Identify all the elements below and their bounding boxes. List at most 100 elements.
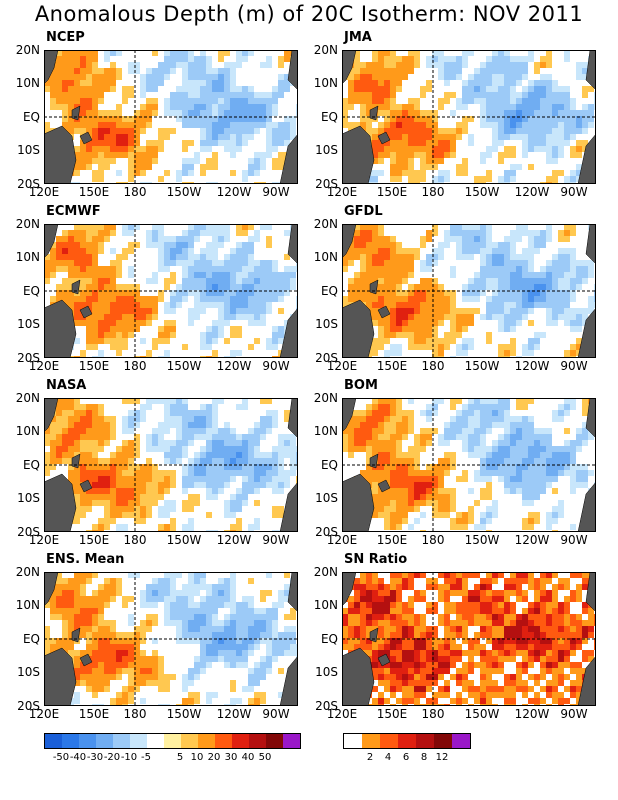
land-mass — [287, 398, 298, 439]
land-mass — [342, 398, 357, 433]
lon-tick-label: 180 — [123, 359, 147, 373]
colorbar-swatch — [249, 734, 266, 748]
isotherm-anomaly-map — [342, 224, 596, 358]
lat-tick-label: 10N — [313, 424, 338, 438]
colorbar-swatch — [283, 734, 300, 748]
map-panel-ecmwf: ECMWF 20N 10N EQ 10S 20S 120E 150E 180 150W 120W 90… — [0, 204, 300, 376]
land-mass — [342, 647, 375, 706]
colorbar-tick-label: -20 — [103, 752, 121, 763]
lat-tick-label: EQ — [22, 110, 40, 124]
lat-tick-label: 10N — [15, 250, 40, 264]
colorbar-swatch — [130, 734, 147, 748]
lat-tick-label: 20S — [315, 177, 338, 191]
colorbar-tick-label: 40 — [241, 752, 255, 763]
colorbar-tick-label: 2 — [366, 752, 374, 763]
lon-tick-label: 120E — [326, 359, 358, 373]
lat-tick-label: 20N — [15, 217, 40, 231]
colorbar-swatch — [113, 734, 130, 748]
map-frame — [342, 50, 596, 184]
lon-tick-label: 120W — [216, 185, 252, 199]
lon-tick-label: 120E — [28, 533, 60, 547]
sn-ratio-colorbar: 2 4 6 8 12 — [343, 733, 483, 773]
lon-tick-label: 150E — [78, 707, 110, 721]
lat-tick-label: 10S — [17, 143, 40, 157]
isotherm-anomaly-map — [44, 50, 298, 184]
map-frame — [44, 224, 298, 358]
colorbar-swatches — [44, 733, 301, 749]
lat-tick-label: 10N — [313, 76, 338, 90]
map-plot-area — [342, 398, 596, 532]
map-plot-area — [44, 224, 298, 358]
lon-tick-label: 150W — [464, 185, 500, 199]
lat-tick-label: 20S — [17, 351, 40, 365]
lon-tick-label: 120E — [28, 707, 60, 721]
land-mass — [279, 133, 298, 184]
lat-tick-label: 20S — [315, 525, 338, 539]
panel-label: NASA — [46, 378, 87, 393]
isotherm-anomaly-map — [342, 572, 596, 706]
lon-tick-label: 180 — [421, 707, 445, 721]
lat-tick-label: 20N — [313, 217, 338, 231]
lat-tick-label: 20N — [15, 43, 40, 57]
land-mass — [44, 647, 77, 706]
map-panel-gfdl: GFDL 20N 10N EQ 10S 20S 120E 150E 180 150W 120W 90W — [298, 204, 598, 376]
colorbar-swatch — [181, 734, 198, 748]
colorbar-tick-label: 30 — [224, 752, 238, 763]
lon-tick-label: 150E — [376, 707, 408, 721]
land-mass — [342, 50, 357, 85]
land-mass — [279, 307, 298, 358]
land-mass — [585, 224, 596, 265]
lon-tick-label: 120E — [28, 185, 60, 199]
colorbar-tick-label: -40 — [69, 752, 87, 763]
lon-tick-label: 150E — [78, 533, 110, 547]
lon-tick-label: 120E — [28, 359, 60, 373]
lat-tick-label: 10S — [315, 491, 338, 505]
lat-tick-label: 20N — [313, 43, 338, 57]
colorbar-swatch — [398, 734, 416, 748]
colorbar-swatch — [416, 734, 434, 748]
land-mass — [577, 481, 596, 532]
lon-tick-label: 90W — [560, 359, 588, 373]
lon-tick-label: 120E — [326, 185, 358, 199]
lon-tick-label: 120W — [514, 533, 550, 547]
lat-tick-label: 10N — [15, 598, 40, 612]
colorbar-swatch — [164, 734, 181, 748]
lat-tick-label: EQ — [22, 284, 40, 298]
land-mass — [585, 398, 596, 439]
lat-tick-label: 10N — [313, 598, 338, 612]
colorbar-swatch — [380, 734, 398, 748]
panel-label: BOM — [344, 378, 378, 393]
map-plot-area — [342, 224, 596, 358]
lon-tick-label: 120W — [514, 185, 550, 199]
colorbar-tick-label: -50 — [52, 752, 70, 763]
land-mass — [342, 299, 375, 358]
lon-tick-label: 90W — [560, 533, 588, 547]
map-panel-bom: BOM 20N 10N EQ 10S 20S 120E 150E 180 150W 120W 90W — [298, 378, 598, 550]
colorbar-swatch — [198, 734, 215, 748]
land-mass — [44, 224, 59, 259]
map-frame — [44, 572, 298, 706]
lon-tick-label: 150W — [464, 533, 500, 547]
colorbar-swatch — [434, 734, 452, 748]
lon-tick-label: 180 — [421, 533, 445, 547]
isotherm-anomaly-map — [44, 572, 298, 706]
land-mass — [44, 572, 59, 607]
panel-label: NCEP — [46, 30, 85, 45]
isotherm-anomaly-map — [342, 398, 596, 532]
lon-tick-label: 120W — [216, 533, 252, 547]
lat-tick-label: 10S — [315, 143, 338, 157]
contour-fill — [44, 50, 298, 184]
land-mass — [377, 653, 391, 667]
land-mass — [287, 50, 298, 91]
colorbar-swatch — [452, 734, 470, 748]
panel-label: JMA — [344, 30, 372, 45]
lat-tick-label: 20S — [17, 699, 40, 713]
map-panel-nasa: NASA 20N 10N EQ 10S 20S 120E 150E 180 150W 120W 90W — [0, 378, 300, 550]
lat-tick-label: 20N — [15, 391, 40, 405]
land-mass — [44, 398, 59, 433]
lat-tick-label: 10S — [17, 317, 40, 331]
colorbar-tick-label: -5 — [141, 752, 151, 763]
map-frame — [342, 224, 596, 358]
land-mass — [44, 50, 59, 85]
lon-tick-label: 120W — [216, 707, 252, 721]
